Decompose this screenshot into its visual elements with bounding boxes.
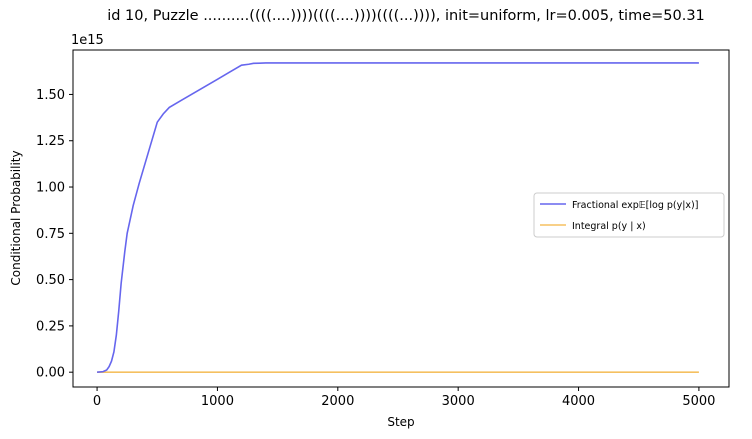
y-tick-label: 1.25	[36, 134, 65, 149]
legend: Fractional exp𝔼[log p(y|x)] Integral p(y…	[533, 192, 725, 238]
x-tick-label: 3000	[442, 394, 475, 409]
x-tick-label: 0	[93, 394, 101, 409]
series-layer	[96, 62, 699, 373]
x-tick-label: 4000	[562, 394, 595, 409]
series-line-fractional	[96, 62, 699, 373]
plot-area	[72, 49, 730, 388]
y-tick-label: 0.75	[36, 227, 65, 242]
y-tick-label: 1.00	[36, 181, 65, 196]
x-axis: 0 1000 2000 3000 4000 5000	[93, 387, 715, 409]
legend-label-integral: Integral p(y | x)	[572, 221, 646, 232]
y-offset-text: 1e15	[71, 33, 104, 48]
x-tick-label: 2000	[321, 394, 354, 409]
x-tick-label: 1000	[201, 394, 234, 409]
y-axis-label: Conditional Probability	[9, 150, 23, 285]
x-tick-label: 5000	[682, 394, 715, 409]
y-tick-label: 0.00	[36, 366, 65, 381]
y-tick-label: 0.25	[36, 319, 65, 334]
y-axis: 0.00 0.25 0.50 0.75 1.00 1.25 1.50	[36, 88, 73, 381]
y-tick-label: 0.50	[36, 273, 65, 288]
chart-title: id 10, Puzzle ..........((((....))))((((…	[107, 8, 705, 24]
y-tick-label: 1.50	[36, 88, 65, 103]
legend-label-fractional: Fractional exp𝔼[log p(y|x)]	[572, 200, 698, 211]
plot-frame	[72, 49, 730, 388]
x-axis-label: Step	[387, 415, 414, 429]
legend-box	[533, 192, 725, 238]
